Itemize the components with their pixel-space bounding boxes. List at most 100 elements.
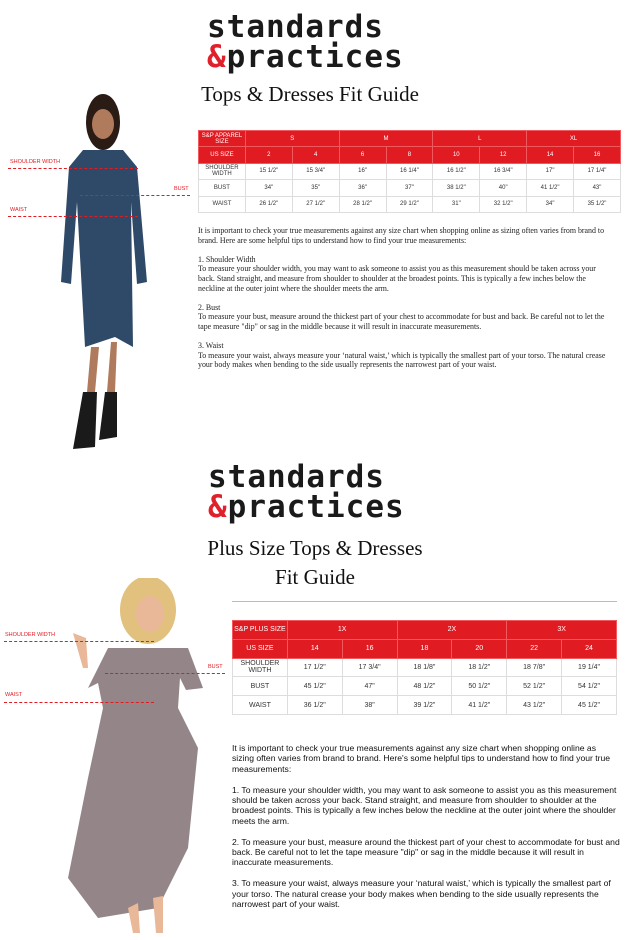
title-line: Plus Size Tops & Dresses (207, 536, 423, 560)
header-cell: 16 (573, 146, 621, 164)
logo-text: practices (226, 39, 404, 75)
table-cell: 52 1/2" (506, 676, 563, 697)
header-cell: XL (526, 129, 621, 148)
divider (232, 601, 617, 602)
header-cell: 6 (338, 146, 387, 164)
table-cell: 32 1/2" (479, 195, 528, 213)
header-cell: 14 (286, 638, 343, 659)
table-cell: 37" (385, 179, 434, 197)
table-cell: 36" (338, 179, 387, 197)
row-label: WAIST (198, 195, 246, 213)
table-cell: 16 3/4" (479, 162, 528, 181)
table-cell: 16 1/4" (385, 162, 434, 181)
header-cell: 22 (506, 638, 563, 659)
table-cell: 38 1/2" (432, 179, 481, 197)
logo-text: standards (207, 9, 384, 45)
table-row: WAIST 36 1/2" 38" 39 1/2" 41 1/2" 43 1/2" 45 1… (232, 695, 617, 715)
table-cell: 26 1/2" (244, 195, 293, 213)
shoulder-label: SHOULDER WIDTH (5, 632, 56, 638)
table-cell: 18 7/8" (506, 657, 563, 678)
paragraph: 3. To measure your waist, always measure… (232, 878, 611, 910)
header-cell: 3X (506, 620, 617, 640)
table-cell: 29 1/2" (385, 195, 434, 213)
table-cell: 50 1/2" (451, 676, 508, 697)
paragraph: It is important to check your true measu… (232, 743, 611, 774)
header-cell: 12 (479, 146, 528, 164)
title-line: Fit Guide (275, 565, 355, 589)
table-cell: 54 1/2" (561, 676, 617, 697)
waist-measure-line (4, 702, 154, 703)
table-cell: 43 1/2" (506, 695, 563, 715)
waist-measure-line (8, 216, 138, 217)
bust-label: BUST (174, 186, 189, 192)
table-cell: 45 1/2" (561, 695, 617, 715)
page-title: Tops & Dresses Fit Guide (201, 82, 419, 106)
table-cell: 39 1/2" (396, 695, 453, 715)
header-cell: 20 (451, 638, 508, 659)
header-cell: 8 (385, 146, 434, 164)
header-cell: S&P PLUS SIZE (232, 620, 288, 640)
size-chart-table: S&P APPAREL SIZE S M L XL US SIZE 2 4 6 8 10 12 14 16… (198, 129, 621, 213)
header-cell: 2X (396, 620, 508, 640)
table-cell: 41 1/2" (451, 695, 508, 715)
waist-label: WAIST (5, 692, 23, 698)
table-cell: 48 1/2" (396, 676, 453, 697)
model-photo-top (61, 94, 147, 449)
plus-fit-tips-text: It is important to check your true measu… (232, 743, 620, 920)
header-cell: 4 (291, 146, 340, 164)
header-cell: 18 (396, 638, 453, 659)
table-cell: 17 1/4" (573, 162, 621, 181)
header-row-us-sizes: US SIZE 14 16 18 20 22 24 (232, 638, 617, 659)
table-cell: 28 1/2" (338, 195, 387, 213)
logo-ampersand: & (207, 39, 227, 75)
table-cell: 40" (479, 179, 528, 197)
header-cell: US SIZE (198, 146, 246, 164)
header-cell: 14 (526, 146, 574, 164)
header-row-us-sizes: US SIZE 2 4 6 8 10 12 14 16 (198, 146, 621, 164)
bust-label: BUST (208, 664, 223, 670)
header-row-sizes: S&P APPAREL SIZE S M L XL (198, 129, 621, 148)
bust-measure-line (80, 195, 190, 196)
page-title-plus: Plus Size Tops & Dresses Fit Guide (170, 534, 460, 592)
table-cell: 47" (341, 676, 398, 697)
fit-tips-text: It is important to check your true measu… (198, 226, 613, 380)
paragraph: 2. Bust To measure your bust, measure ar… (198, 302, 605, 331)
table-cell: 34" (526, 195, 574, 213)
row-label: SHOULDER WIDTH (198, 162, 246, 181)
table-cell: 17 3/4" (341, 657, 398, 678)
table-row: SHOULDER WIDTH 15 1/2" 15 3/4" 16" 16 1/4" 16… (198, 162, 621, 181)
table-cell: 27 1/2" (291, 195, 340, 213)
model-photo-bottom (68, 578, 203, 933)
header-cell: 16 (341, 638, 398, 659)
paragraph: It is important to check your true measu… (198, 226, 605, 245)
table-cell: 45 1/2" (286, 676, 343, 697)
brand-logo-top: standards &practices (207, 9, 404, 75)
table-row: SHOULDER WIDTH 17 1/2" 17 3/4" 18 1/8" 18 1/… (232, 657, 617, 678)
logo-text: practices (227, 489, 405, 525)
brand-logo-bottom: standards &practices (208, 462, 405, 525)
table-cell: 19 1/4" (561, 657, 617, 678)
table-cell: 31" (432, 195, 481, 213)
header-cell: 10 (432, 146, 481, 164)
header-row-sizes: S&P PLUS SIZE 1X 2X 3X (232, 620, 617, 640)
paragraph: 2. To measure your bust, measure around … (232, 836, 620, 868)
table-cell: 15 3/4" (291, 162, 340, 181)
row-label: BUST (198, 179, 246, 197)
logo-ampersand: & (208, 489, 228, 525)
table-cell: 17 1/2" (286, 657, 343, 678)
table-cell: 38" (341, 695, 398, 715)
header-cell: US SIZE (232, 638, 288, 659)
row-label: BUST (232, 676, 288, 697)
table-cell: 36 1/2" (286, 695, 343, 715)
row-label: SHOULDER WIDTH (232, 657, 288, 678)
header-cell: L (432, 129, 528, 148)
bust-measure-line (105, 673, 225, 674)
shoulder-label: SHOULDER WIDTH (10, 159, 61, 165)
paragraph: 1. To measure your shoulder width, you m… (232, 784, 617, 826)
table-row: BUST 45 1/2" 47" 48 1/2" 50 1/2" 52 1/2" 54 1/… (232, 676, 617, 697)
row-label: WAIST (232, 695, 288, 715)
waist-label: WAIST (10, 207, 28, 213)
shoulder-measure-line (8, 168, 138, 169)
table-cell: 34" (244, 179, 293, 197)
plus-size-chart-table: S&P PLUS SIZE 1X 2X 3X US SIZE 14 16 18 20 22 24 SH… (232, 620, 617, 715)
